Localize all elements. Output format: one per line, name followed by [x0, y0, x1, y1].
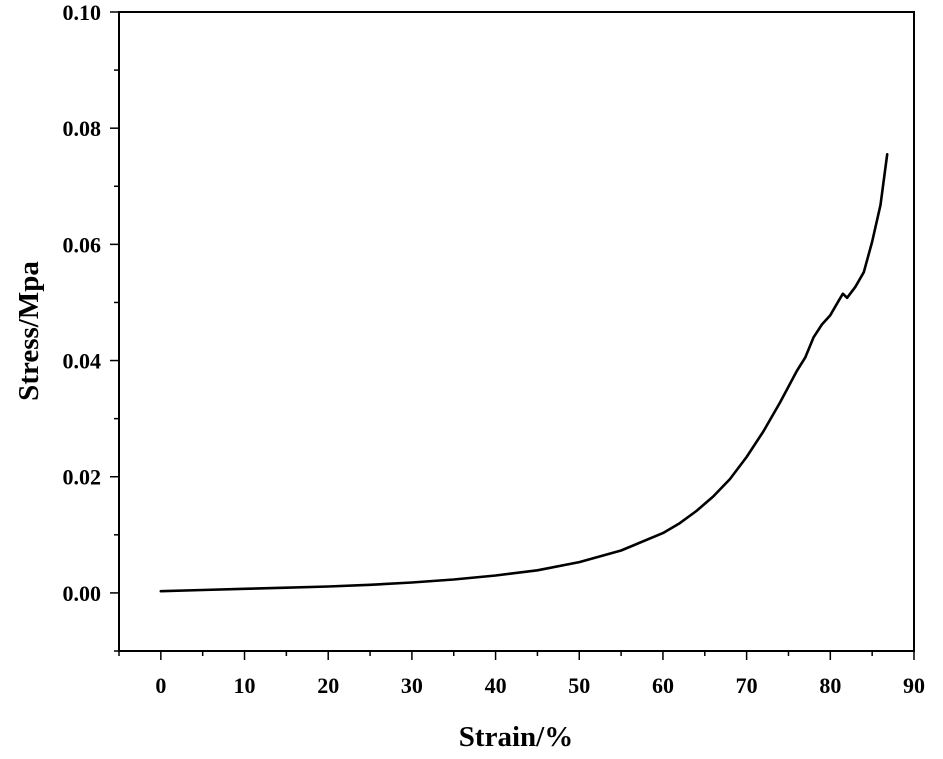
y-tick-label: 0.04 [63, 349, 102, 374]
y-tick-label: 0.02 [63, 465, 102, 490]
x-tick-label: 20 [317, 673, 339, 698]
x-tick-label: 50 [568, 673, 590, 698]
x-axis-title: Strain/% [459, 721, 573, 753]
x-tick-label: 40 [485, 673, 507, 698]
y-axis-title: Stress/Mpa [13, 261, 45, 401]
y-tick-label: 0.00 [63, 581, 102, 606]
y-tick-label: 0.08 [63, 116, 102, 141]
x-tick-label: 80 [819, 673, 841, 698]
series-layer [159, 153, 889, 593]
plot-frame [118, 11, 915, 652]
x-tick-label: 90 [903, 673, 925, 698]
x-tick-label: 30 [401, 673, 423, 698]
x-tick-label: 70 [736, 673, 758, 698]
y-axis-ticks: 0.00 0.02 0.04 0.06 0.08 0.10 [63, 0, 119, 652]
x-tick-label: 60 [652, 673, 674, 698]
x-axis-ticks: 0 10 20 30 40 50 60 70 80 90 [118, 651, 925, 698]
x-tick-label: 0 [155, 673, 166, 698]
stress-strain-series-line [159, 153, 889, 593]
x-tick-label: 10 [234, 673, 256, 698]
y-tick-label: 0.06 [63, 232, 102, 257]
y-tick-label: 0.10 [63, 0, 102, 25]
